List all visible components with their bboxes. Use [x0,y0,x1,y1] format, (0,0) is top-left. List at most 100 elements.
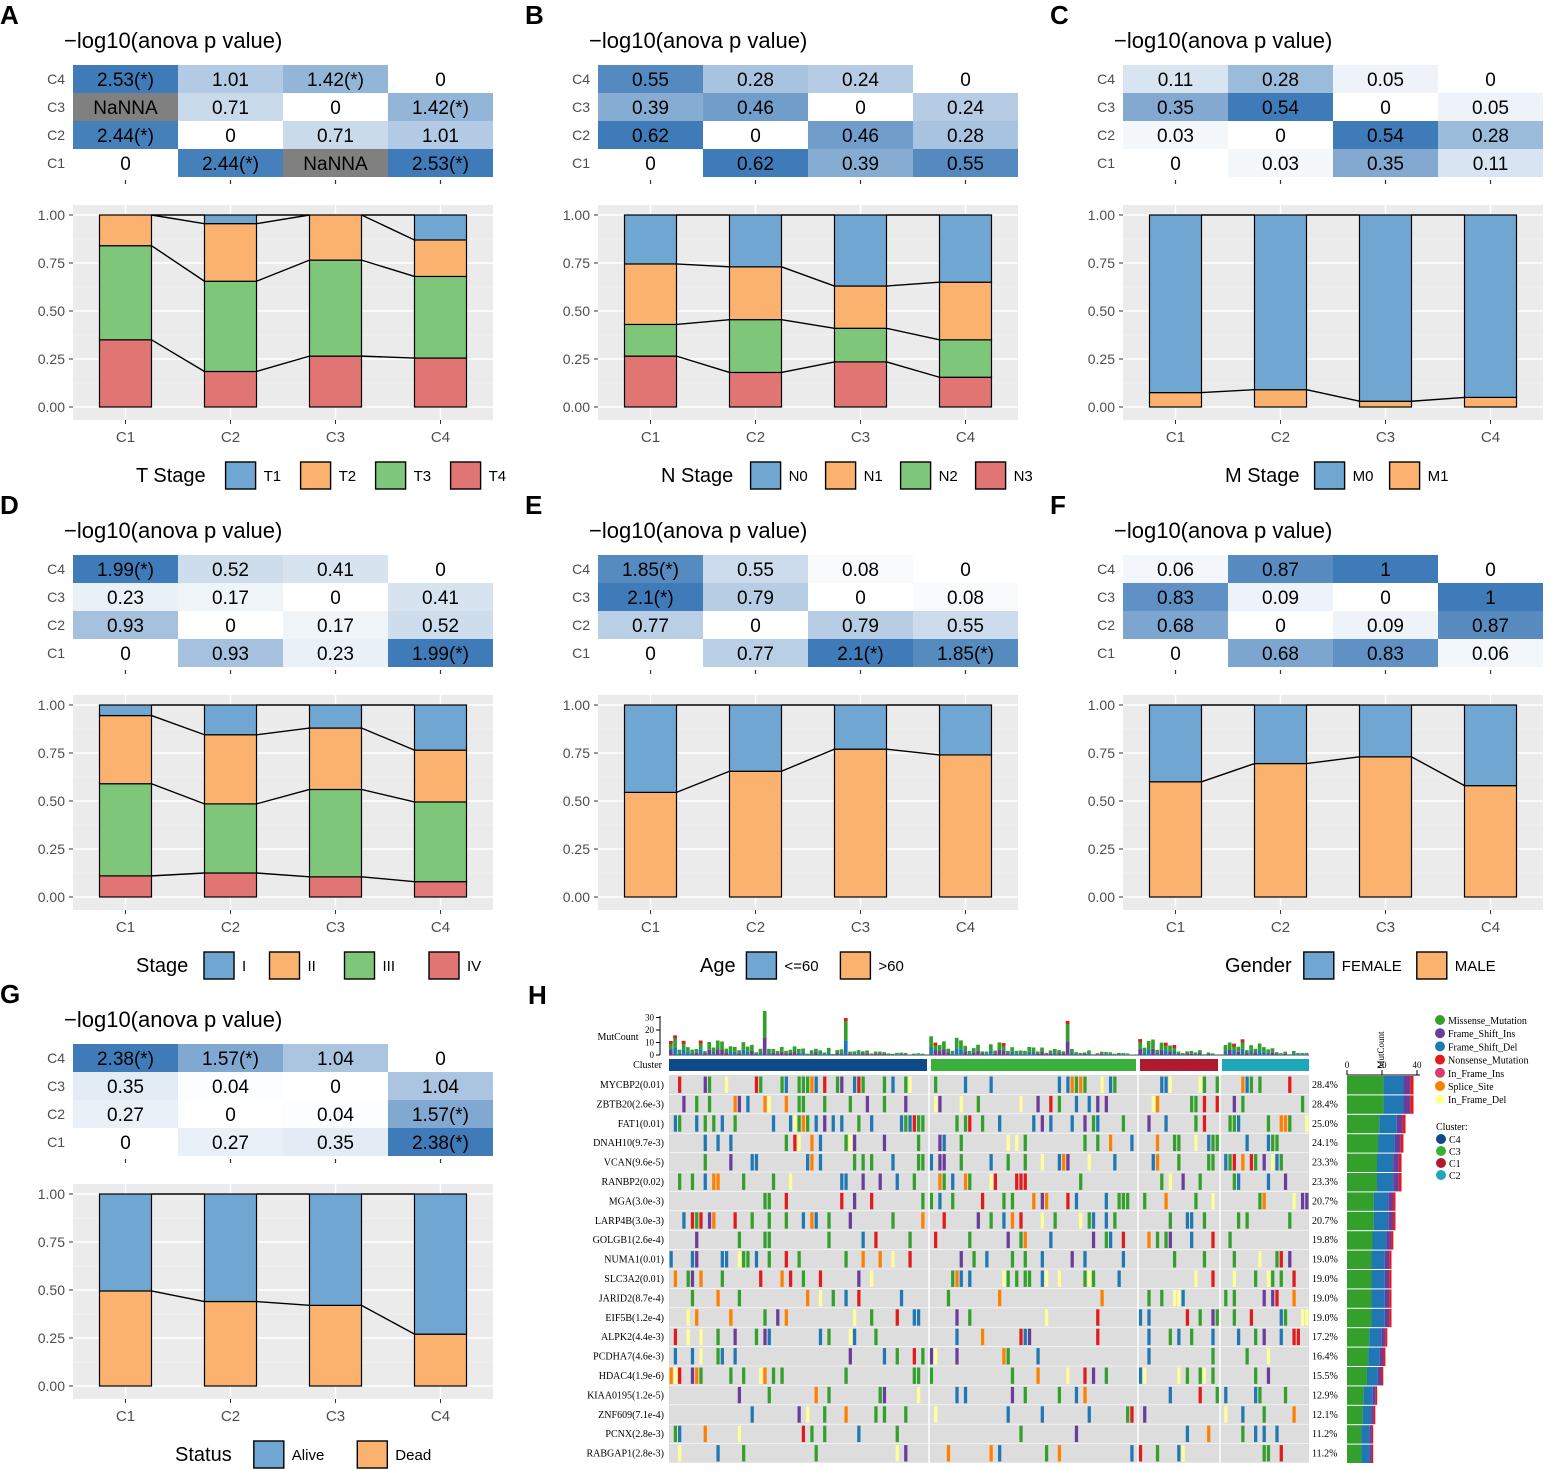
mutation-cell [1066,1367,1070,1384]
mutation-cell [1181,1445,1185,1462]
mutation-cell [1155,1231,1160,1249]
mutation-cell [1087,1212,1091,1229]
heatmap-cell-label: 2.1(*) [627,588,673,609]
heatmap-cell-label: 1.04 [422,1077,459,1098]
gene-label: SLC3A2(0.01) [604,1274,664,1285]
bar-segment-t3 [203,280,258,373]
heatmap-cell [73,583,178,611]
x-tick-label: C4 [1481,919,1500,936]
heatmap-cell [283,1072,388,1100]
mutcount-bar [771,1048,776,1053]
heatmap-cell [1228,121,1333,149]
y-tick-label: 0.75 [563,255,590,271]
mutation-cell [1279,1115,1283,1132]
mutcount-bar [1227,1049,1232,1055]
mutation-cell [1292,1406,1296,1423]
gene-percentage: 20.7% [1312,1216,1338,1227]
mutation-cell [1168,1076,1172,1093]
heatmap-cell [808,65,913,93]
mutation-cell [942,1173,946,1190]
mutation-cell [938,1095,942,1113]
mutation-cell [1275,1251,1279,1268]
heatmap-cell [1228,639,1333,667]
heatmap-cell-label: 0.55 [632,70,669,91]
mutation-cell [1057,1386,1062,1404]
heatmap-cell-label: 0.62 [737,154,774,175]
mutcount-bar [1232,1043,1236,1047]
mutation-cell [857,1425,861,1443]
heatmap-cell-label: 0.28 [1262,70,1299,91]
bar-segment-60 [623,791,678,898]
bar-segment-ii [203,734,258,805]
side-bar-segment [1371,1289,1385,1308]
mutcount-bar [1232,1050,1236,1055]
mutation-cell [1236,1115,1241,1132]
bar-segment-dead [203,1300,258,1387]
y-tick-label: 0.00 [38,1378,65,1394]
mutation-cell [976,1095,980,1113]
mutcount-bar [1014,1053,1019,1055]
mutation-cell [1015,1173,1019,1190]
mutation-cell [895,1173,899,1190]
mutation-cell [1083,1115,1087,1132]
bar-segment-iii [413,801,468,883]
mutation-cell [767,1328,771,1346]
mutcount-bar [1001,1043,1006,1047]
side-bar-segment [1373,1192,1389,1211]
x-tick-label: C3 [1376,429,1395,446]
mutcount-bar [882,1052,886,1054]
mutcount-bar [1023,1050,1027,1054]
heatmap-cell-label: 0.11 [1158,70,1194,91]
mutcount-bar [976,1044,980,1051]
mutation-cell [1164,1115,1168,1132]
mutation-cell [980,1192,985,1210]
mutation-cell [1168,1386,1172,1404]
mutation-cell [1190,1095,1194,1113]
side-bar-segment [1373,1405,1376,1425]
side-bar-segment [1384,1289,1390,1308]
bar-segment-60 [728,770,783,898]
mutation-cell [835,1076,840,1093]
side-bar-segment [1389,1289,1392,1308]
mutation-cell [1202,1212,1207,1229]
mutcount-bar [1142,1052,1147,1055]
mutation-cell [1104,1095,1108,1113]
heatmap-cell-label: 0.17 [317,616,354,637]
mutcount-bar [720,1049,724,1055]
mutation-cell [1006,1134,1010,1152]
mutcount-bar [993,1050,997,1054]
panel-letter: F [1050,490,1066,520]
heatmap-cell [703,583,808,611]
y-tick-label: 0.25 [38,1330,65,1346]
mutation-cell [724,1251,729,1268]
mutation-cell [870,1192,874,1210]
x-tick-label: C4 [431,1408,450,1425]
mutation-cell [1074,1425,1079,1443]
cluster-legend-title: Cluster: [1436,1122,1468,1133]
mutcount-bar [1163,1042,1168,1046]
mutcount-bar [980,1053,985,1055]
mutcount-bar [1304,1052,1309,1055]
mutation-cell [699,1348,703,1365]
heatmap-cell [913,149,1018,177]
heatmap-cell [283,1100,388,1128]
heatmap-cell [913,583,1018,611]
mutcount-bar [1001,1043,1006,1051]
mutation-cell [1096,1328,1100,1346]
side-bar-segment [1347,1250,1372,1269]
mutcount-bar [1245,1053,1249,1055]
heatmap-cell [1228,611,1333,639]
mutcount-bar [698,1040,703,1044]
mutation-cell [1249,1076,1254,1093]
y-tick-label: 0.00 [1088,399,1115,415]
heatmap-cell [598,65,703,93]
mutcount-bar [1078,1052,1083,1055]
mutcount-bar [818,1053,822,1055]
mutation-cell [1254,1154,1258,1171]
bar-segment-n3 [938,376,993,408]
mutation-cell [703,1154,707,1171]
bar-segment-i [413,704,468,751]
mutation-cell [1164,1076,1168,1093]
cluster-label: Cluster [633,1060,663,1071]
mutation-cell [716,1328,720,1346]
